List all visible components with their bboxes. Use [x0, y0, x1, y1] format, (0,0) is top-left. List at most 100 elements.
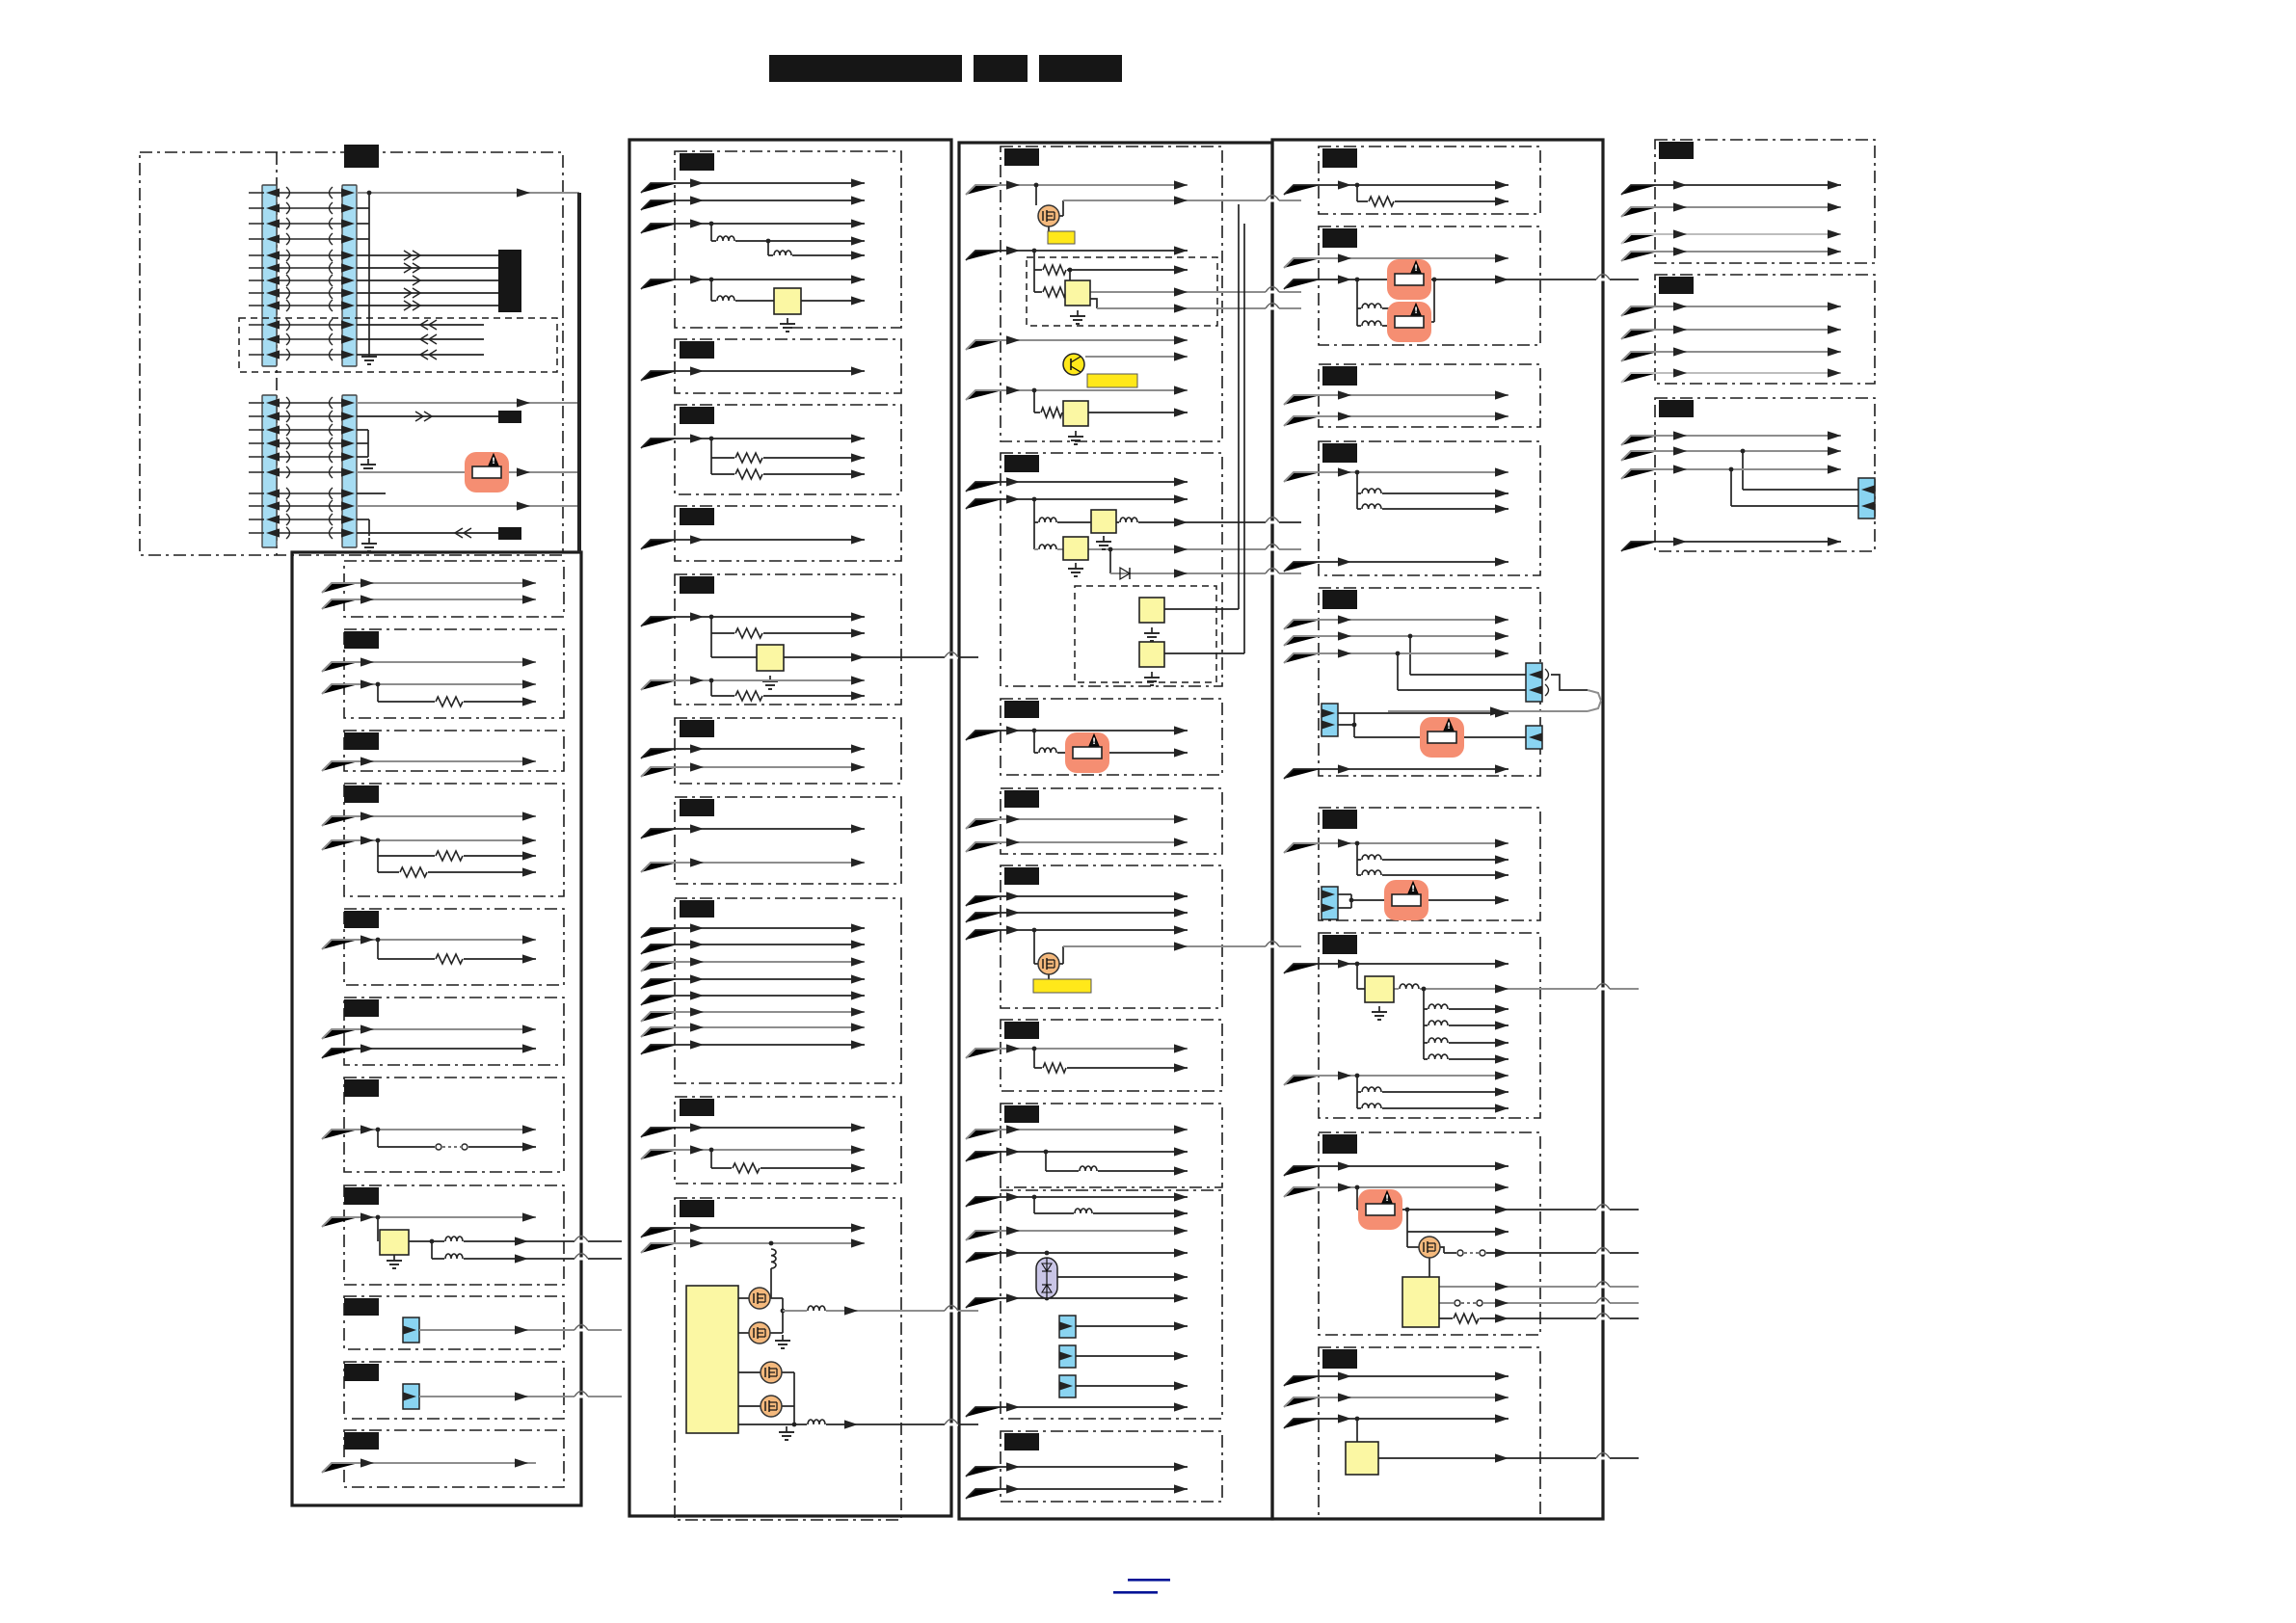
direction-chevron: [423, 411, 434, 422]
flow-arrow-icon: [360, 1212, 374, 1222]
inline-connector: [328, 186, 334, 200]
inline-connector: [285, 286, 291, 300]
component-tag: [1047, 230, 1076, 245]
flow-arrow-icon: [1006, 1484, 1020, 1494]
inline-connector: [328, 466, 334, 479]
wire: [1620, 450, 1658, 462]
wire-hop: [1265, 567, 1280, 574]
inductor-symbol: [807, 1305, 826, 1312]
flow-arrow-icon: [1338, 615, 1351, 625]
wire: [640, 223, 678, 234]
redacted-label: [344, 1364, 379, 1381]
flow-arrow-icon: [690, 991, 704, 1000]
flow-arrow-icon: [1495, 708, 1508, 718]
flow-arrow-icon: [1174, 814, 1188, 824]
flow-arrow-icon: [1174, 1293, 1188, 1303]
flow-arrow-icon: [1673, 325, 1687, 334]
resistor-symbol: [732, 1161, 761, 1175]
flow-arrow-icon: [1338, 1071, 1351, 1080]
warning-exclamation: !: [492, 457, 495, 466]
flow-arrow-icon: [360, 595, 374, 604]
flow-arrow-icon: [690, 612, 704, 622]
inline-connector: [285, 249, 291, 262]
flow-arrow-icon: [690, 923, 704, 933]
wire: [321, 1216, 359, 1228]
flow-arrow-icon: [515, 1458, 528, 1468]
flow-arrow-icon: [1006, 1192, 1020, 1202]
inductor-symbol: [1361, 503, 1382, 510]
resistor-symbol: [734, 626, 763, 640]
inline-connector: [285, 217, 291, 230]
direction-chevron: [412, 275, 422, 286]
inline-connector: [285, 333, 291, 346]
flow-arrow-icon: [690, 1007, 704, 1017]
inductor-bg: [773, 249, 792, 256]
flow-arrow-icon: [1338, 1183, 1351, 1192]
wire-hop: [574, 1390, 589, 1397]
wire: [1620, 251, 1658, 262]
resistor-symbol: [1453, 1311, 1480, 1326]
footer-link[interactable]: [1113, 1591, 1158, 1594]
wire-hop: [944, 1304, 959, 1312]
flow-arrow-icon: [517, 398, 530, 408]
footer-link[interactable]: [1128, 1579, 1170, 1582]
flow-arrow-icon: [690, 1123, 704, 1132]
redacted-label: [1322, 228, 1357, 248]
component-block: [379, 1229, 410, 1256]
inductor-bg: [1079, 1164, 1098, 1172]
flow-arrow-icon: [851, 275, 865, 284]
flow-arrow-icon: [1174, 545, 1188, 554]
flow-arrow-icon: [851, 178, 865, 188]
wire: [1551, 674, 1588, 691]
flow-arrow-icon: [690, 1223, 704, 1233]
wire: [1620, 233, 1658, 245]
redacted-label: [680, 407, 714, 424]
flow-arrow-icon: [1495, 1104, 1508, 1113]
warning-exclamation: !: [1385, 1194, 1389, 1204]
warning-triangle-icon: [1410, 259, 1422, 274]
flow-arrow-icon: [690, 974, 704, 984]
flow-arrow-icon: [1174, 1462, 1188, 1472]
junction-dot: [768, 1240, 774, 1246]
connector-pin-arrow: [341, 320, 355, 330]
connector-pin-arrow: [266, 320, 280, 330]
flow-arrow-icon: [1174, 748, 1188, 758]
component-box: [343, 908, 565, 986]
direction-chevron: [412, 262, 422, 274]
inline-connector: [328, 318, 334, 332]
redacted-label: [498, 262, 521, 275]
wire: [640, 748, 678, 759]
redacted-label: [1322, 366, 1357, 386]
connector-strip: [341, 184, 358, 367]
component-box: [1000, 146, 1223, 442]
connector-block: [1857, 477, 1876, 519]
wire: [321, 1028, 359, 1040]
flow-arrow-icon: [1495, 1161, 1508, 1171]
inline-connector: [285, 274, 291, 287]
wire: [640, 200, 678, 211]
component-block: [1138, 597, 1165, 624]
connector-pin-arrow: [266, 251, 280, 260]
component-box: [1654, 139, 1876, 264]
resistor-symbol: [1368, 194, 1395, 209]
flow-arrow-icon: [1495, 1087, 1508, 1097]
component-block: [1062, 536, 1089, 561]
flow-arrow-icon: [1828, 229, 1841, 239]
wire-hop: [1595, 1296, 1611, 1304]
flow-arrow-icon: [1174, 891, 1188, 901]
flow-arrow-icon: [851, 858, 865, 867]
flow-arrow-icon: [690, 219, 704, 228]
direction-chevron: [462, 527, 472, 539]
inductor-bg: [716, 294, 735, 302]
flow-arrow-icon: [1174, 1272, 1188, 1282]
direction-chevron: [412, 250, 422, 261]
redacted-label: [344, 785, 379, 803]
flow-arrow-icon: [1338, 390, 1351, 400]
connector-strip: [261, 184, 278, 367]
wire: [1283, 279, 1321, 290]
connector-pin-arrow: [341, 412, 355, 421]
wire: [321, 839, 359, 851]
inline-connector: [328, 348, 334, 361]
wire: [321, 815, 359, 827]
connector-pin-arrow: [341, 203, 355, 213]
